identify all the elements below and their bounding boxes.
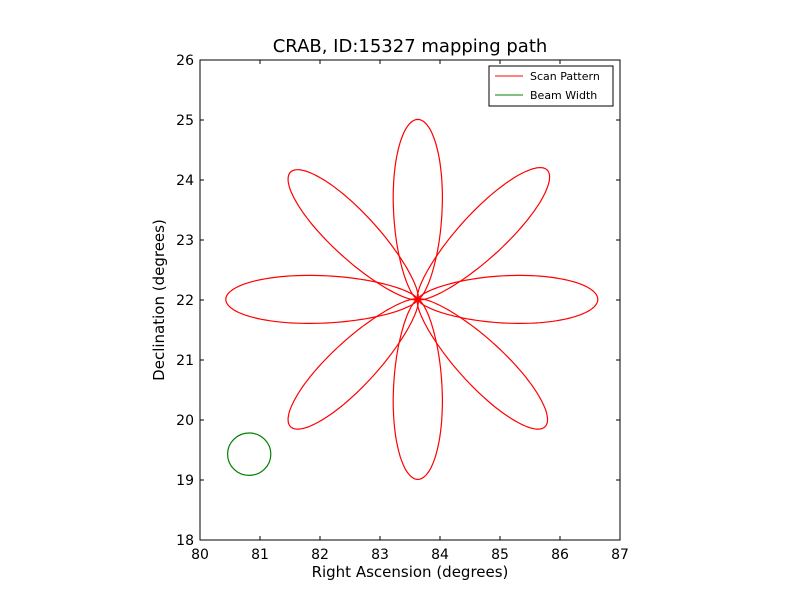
legend-box xyxy=(488,65,614,107)
y-tick-label: 26 xyxy=(176,53,194,69)
x-tick-label: 86 xyxy=(551,547,569,563)
plot-area xyxy=(199,59,621,541)
chart-title: CRAB, ID:15327 mapping path xyxy=(273,36,548,57)
scan-pattern-petal xyxy=(287,169,419,301)
legend-label-beam-width: Beam Width xyxy=(530,89,597,102)
y-tick-label: 22 xyxy=(176,293,194,309)
scan-pattern-petal xyxy=(416,166,551,301)
beam-width-circle xyxy=(226,432,272,476)
x-axis: 80 81 82 83 84 85 86 87 xyxy=(191,60,629,563)
y-tick-label: 21 xyxy=(176,353,194,369)
x-tick-label: 82 xyxy=(311,547,329,563)
y-tick-label: 25 xyxy=(176,113,194,129)
scan-pattern-petal xyxy=(225,274,419,324)
y-tick-label: 20 xyxy=(176,413,194,429)
x-tick-label: 80 xyxy=(191,547,209,563)
x-tick-label: 84 xyxy=(431,547,449,563)
x-axis-label: Right Ascension (degrees) xyxy=(312,563,509,581)
y-tick-label: 18 xyxy=(176,533,194,549)
y-axis-label: Declination (degrees) xyxy=(150,219,168,381)
legend-label-scan-pattern: Scan Pattern xyxy=(530,70,600,83)
x-tick-label: 81 xyxy=(251,547,269,563)
x-tick-label: 85 xyxy=(491,547,509,563)
y-axis: 18 19 20 21 22 23 24 25 26 xyxy=(176,53,620,549)
x-tick-label: 83 xyxy=(371,547,389,563)
y-tick-label: 19 xyxy=(176,473,194,489)
y-tick-label: 23 xyxy=(176,233,194,249)
scan-pattern-petal xyxy=(417,274,599,324)
series-layer xyxy=(225,118,599,481)
legend: Scan Pattern Beam Width xyxy=(488,65,614,107)
x-tick-label: 87 xyxy=(611,547,629,563)
y-tick-label: 24 xyxy=(176,173,194,189)
scan-pattern-petal xyxy=(287,298,419,430)
